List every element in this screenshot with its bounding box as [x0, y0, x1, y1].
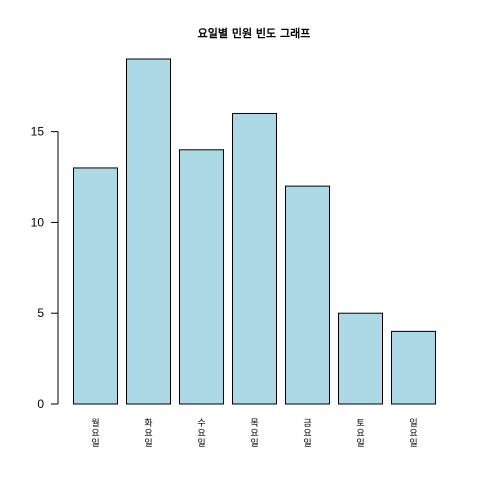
- bar-7: [391, 330, 436, 405]
- bars-group: [73, 58, 436, 405]
- x-axis-labels: 월 요 일 화 요 일 수 요 일 목 요 일 금 요 일 토 요 일 일 요 일: [91, 417, 417, 449]
- y-tick-label-5: 5: [37, 306, 44, 320]
- y-tick-label-0: 0: [37, 397, 44, 411]
- bar-3: [179, 149, 224, 405]
- bar-6: [338, 312, 383, 405]
- y-tick-label-15: 15: [31, 125, 45, 139]
- bar-1: [73, 167, 118, 405]
- y-axis: 0 5 10 15: [31, 125, 59, 411]
- bar-4: [232, 112, 277, 405]
- bar-2: [126, 58, 171, 405]
- chart-title: 요일별 민원 빈도 그래프: [198, 26, 311, 40]
- y-tick-label-10: 10: [31, 215, 45, 229]
- bar-5: [285, 185, 330, 405]
